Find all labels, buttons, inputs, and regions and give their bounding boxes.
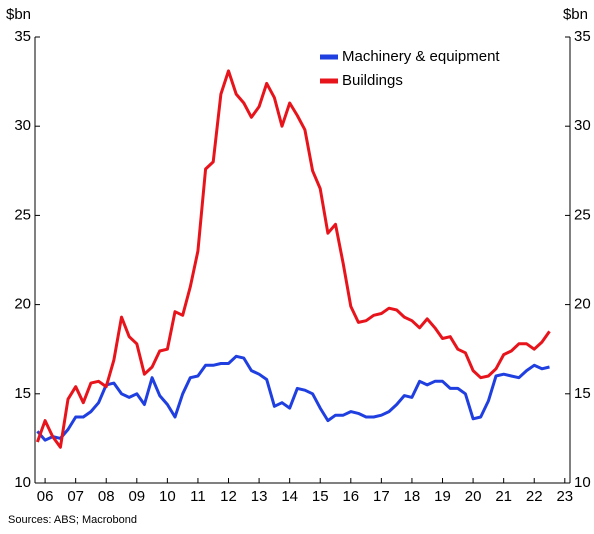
- x-tick-label: 06: [37, 488, 54, 505]
- x-tick-label: 22: [526, 488, 543, 505]
- x-tick-label: 14: [281, 488, 298, 505]
- series-line: [36, 354, 550, 442]
- x-tick-label: 17: [373, 488, 390, 505]
- x-tick-label: 12: [220, 488, 237, 505]
- y-tick-label: 15: [14, 385, 31, 402]
- x-tick-label: 20: [465, 488, 482, 505]
- x-tick-label: 16: [342, 488, 359, 505]
- x-tick-label: 10: [159, 488, 176, 505]
- x-tick-label: 19: [434, 488, 451, 505]
- x-tick-label: 15: [312, 488, 329, 505]
- x-tick-label: 08: [98, 488, 115, 505]
- y2-tick-label: 30: [574, 117, 591, 134]
- legend-label: Buildings: [342, 72, 403, 89]
- x-tick-label: 23: [556, 488, 573, 505]
- series-line: [35, 69, 551, 449]
- y2-axis-label: $bn: [563, 6, 588, 23]
- source-note: Sources: ABS; Macrobond: [8, 514, 137, 526]
- y2-tick-label: 10: [574, 474, 591, 491]
- y-tick-label: 20: [14, 296, 31, 313]
- y2-tick-label: 35: [574, 28, 591, 45]
- x-tick-label: 18: [404, 488, 421, 505]
- y2-tick-label: 25: [574, 206, 591, 223]
- y2-tick-label: 15: [574, 385, 591, 402]
- y-tick-label: 35: [14, 28, 31, 45]
- x-tick-label: 13: [251, 488, 268, 505]
- x-tick-label: 07: [67, 488, 84, 505]
- x-tick-label: 21: [495, 488, 512, 505]
- x-tick-label: 09: [128, 488, 145, 505]
- y2-tick-label: 20: [574, 296, 591, 313]
- y-tick-label: 30: [14, 117, 31, 134]
- y-axis-label: $bn: [6, 6, 31, 23]
- legend-label: Machinery & equipment: [342, 48, 500, 65]
- y-tick-label: 10: [14, 474, 31, 491]
- y-tick-label: 25: [14, 206, 31, 223]
- x-tick-label: 11: [190, 488, 206, 505]
